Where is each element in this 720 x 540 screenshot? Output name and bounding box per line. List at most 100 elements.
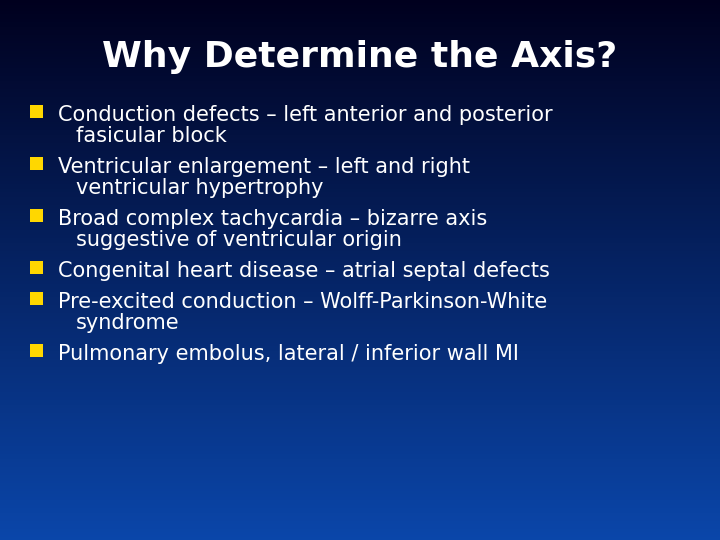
Bar xyxy=(0,122,720,124)
Bar xyxy=(0,97,720,100)
Bar xyxy=(0,284,720,286)
Bar xyxy=(0,238,720,240)
Bar xyxy=(0,329,720,332)
Bar xyxy=(0,167,720,170)
Bar xyxy=(0,22,720,24)
Bar xyxy=(0,219,720,221)
Bar xyxy=(0,194,720,197)
Bar xyxy=(0,105,720,108)
Bar xyxy=(0,418,720,421)
Text: Congenital heart disease – atrial septal defects: Congenital heart disease – atrial septal… xyxy=(58,261,550,281)
Bar xyxy=(0,321,720,324)
Bar xyxy=(0,138,720,140)
Bar xyxy=(0,443,720,445)
Bar xyxy=(0,35,720,38)
Bar xyxy=(0,513,720,516)
Bar xyxy=(0,378,720,381)
Bar xyxy=(0,537,720,540)
Bar xyxy=(30,209,43,222)
Bar xyxy=(30,292,43,305)
Bar xyxy=(0,521,720,524)
Bar xyxy=(0,227,720,229)
Bar xyxy=(0,208,720,211)
Bar xyxy=(0,392,720,394)
Bar xyxy=(30,344,43,357)
Bar xyxy=(0,432,720,435)
Bar xyxy=(0,254,720,256)
Bar xyxy=(0,205,720,208)
Bar xyxy=(0,148,720,151)
Bar xyxy=(0,16,720,19)
Bar xyxy=(0,140,720,143)
Bar xyxy=(0,481,720,483)
Bar xyxy=(0,462,720,464)
Bar xyxy=(0,232,720,235)
Bar xyxy=(0,8,720,11)
Bar xyxy=(0,113,720,116)
Bar xyxy=(0,73,720,76)
Bar xyxy=(0,59,720,62)
Bar xyxy=(0,456,720,459)
Bar xyxy=(0,483,720,486)
Bar xyxy=(0,408,720,410)
Bar xyxy=(0,132,720,135)
Text: fasicular block: fasicular block xyxy=(76,126,227,146)
Bar xyxy=(0,267,720,270)
Bar xyxy=(0,54,720,57)
Bar xyxy=(0,402,720,405)
Bar xyxy=(0,448,720,451)
Bar xyxy=(0,157,720,159)
Bar xyxy=(0,313,720,316)
Bar xyxy=(0,181,720,184)
Bar xyxy=(0,65,720,68)
Bar xyxy=(0,451,720,454)
Bar xyxy=(0,124,720,127)
Bar xyxy=(0,332,720,335)
Bar xyxy=(0,405,720,408)
Bar xyxy=(0,246,720,248)
Bar xyxy=(0,135,720,138)
Bar xyxy=(0,68,720,70)
Bar xyxy=(0,370,720,373)
Bar xyxy=(0,416,720,418)
Bar xyxy=(0,289,720,292)
Bar xyxy=(0,348,720,351)
Bar xyxy=(0,446,720,448)
Bar xyxy=(0,240,720,243)
Bar xyxy=(0,346,720,348)
Bar xyxy=(0,338,720,340)
Bar xyxy=(0,316,720,319)
Text: Broad complex tachycardia – bizarre axis: Broad complex tachycardia – bizarre axis xyxy=(58,209,487,229)
Bar xyxy=(0,76,720,78)
Bar xyxy=(0,189,720,192)
Bar xyxy=(0,32,720,35)
Bar xyxy=(0,70,720,73)
Bar xyxy=(0,40,720,43)
Bar xyxy=(0,305,720,308)
Bar xyxy=(0,410,720,413)
Bar xyxy=(0,49,720,51)
Bar xyxy=(0,427,720,429)
Bar xyxy=(0,38,720,40)
Bar xyxy=(0,454,720,456)
Bar xyxy=(0,78,720,81)
Bar xyxy=(0,14,720,16)
Bar xyxy=(0,100,720,103)
Bar xyxy=(0,19,720,22)
Bar xyxy=(0,103,720,105)
Bar xyxy=(0,116,720,119)
Bar xyxy=(0,151,720,154)
Bar xyxy=(0,308,720,310)
Bar xyxy=(0,3,720,5)
Bar xyxy=(0,62,720,65)
Bar xyxy=(0,459,720,462)
Bar xyxy=(0,524,720,526)
Bar xyxy=(0,143,720,146)
Bar xyxy=(0,211,720,213)
Bar xyxy=(0,440,720,443)
Bar xyxy=(0,162,720,165)
Bar xyxy=(0,356,720,359)
Bar xyxy=(0,467,720,470)
Bar xyxy=(0,89,720,92)
Bar xyxy=(0,362,720,364)
